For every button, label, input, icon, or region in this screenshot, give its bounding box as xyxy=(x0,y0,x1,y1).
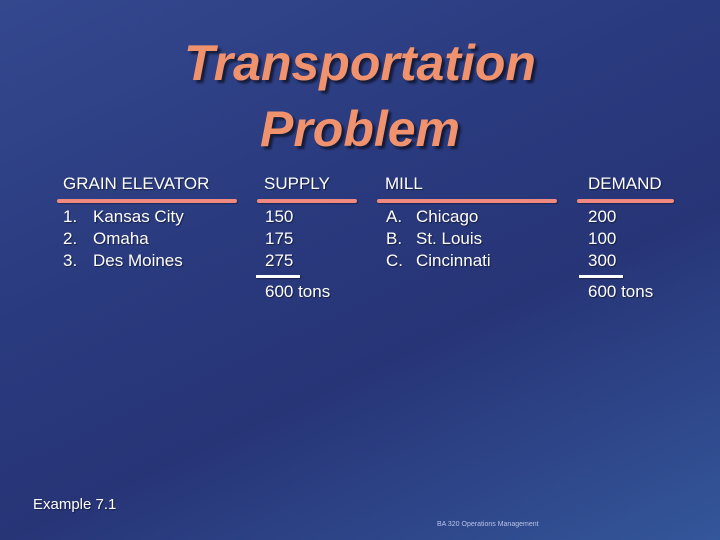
demand-value: 200 xyxy=(588,207,617,226)
slide-title-line-2: Problem xyxy=(259,101,461,157)
supply-list: 150 175 275 xyxy=(265,206,293,272)
demand-value: 300 xyxy=(588,251,617,270)
supply-value: 150 xyxy=(265,207,294,226)
list-item: 1. Kansas City xyxy=(63,206,184,228)
elevator-list: 1. Kansas City 2. Omaha 3. Des Moines xyxy=(63,206,184,272)
example-label: Example 7.1 xyxy=(33,496,117,513)
elevator-number: 1. xyxy=(63,207,78,226)
list-item: 2. Omaha xyxy=(63,228,184,250)
demand-total: 600 tons xyxy=(588,282,654,301)
elevator-name: Des Moines xyxy=(93,251,183,270)
list-item: A. Chicago xyxy=(386,206,491,228)
demand-sum-rule xyxy=(579,275,623,278)
mill-name: Chicago xyxy=(416,207,479,226)
header-rule-elevator xyxy=(57,199,237,203)
mill-name: St. Louis xyxy=(416,229,483,248)
demand-list: 200 100 300 xyxy=(588,206,616,272)
mill-name: Cincinnati xyxy=(416,251,491,270)
mill-list: A. Chicago B. St. Louis C. Cincinnati xyxy=(386,206,491,272)
elevator-number: 2. xyxy=(63,229,78,248)
supply-value: 275 xyxy=(265,251,294,270)
demand-value: 100 xyxy=(588,229,617,248)
slide-title-line-1: Transportation xyxy=(184,35,536,91)
header-grain-elevator: GRAIN ELEVATOR xyxy=(63,174,210,193)
supply-sum-rule xyxy=(256,275,300,278)
header-rule-demand xyxy=(577,199,674,203)
list-item: C. Cincinnati xyxy=(386,250,491,272)
mill-letter: C. xyxy=(386,251,403,270)
elevator-name: Omaha xyxy=(93,229,149,248)
header-mill: MILL xyxy=(385,174,423,193)
elevator-name: Kansas City xyxy=(93,207,184,226)
course-footer: BA 320 Operations Management xyxy=(437,521,539,528)
supply-value: 175 xyxy=(265,229,294,248)
list-item: B. St. Louis xyxy=(386,228,491,250)
supply-total: 600 tons xyxy=(265,282,331,301)
header-supply: SUPPLY xyxy=(264,174,330,193)
header-demand: DEMAND xyxy=(588,174,662,193)
list-item: 3. Des Moines xyxy=(63,250,184,272)
header-rule-supply xyxy=(257,199,357,203)
mill-letter: A. xyxy=(386,207,403,226)
mill-letter: B. xyxy=(386,229,403,248)
elevator-number: 3. xyxy=(63,251,78,270)
header-rule-mill xyxy=(377,199,557,203)
